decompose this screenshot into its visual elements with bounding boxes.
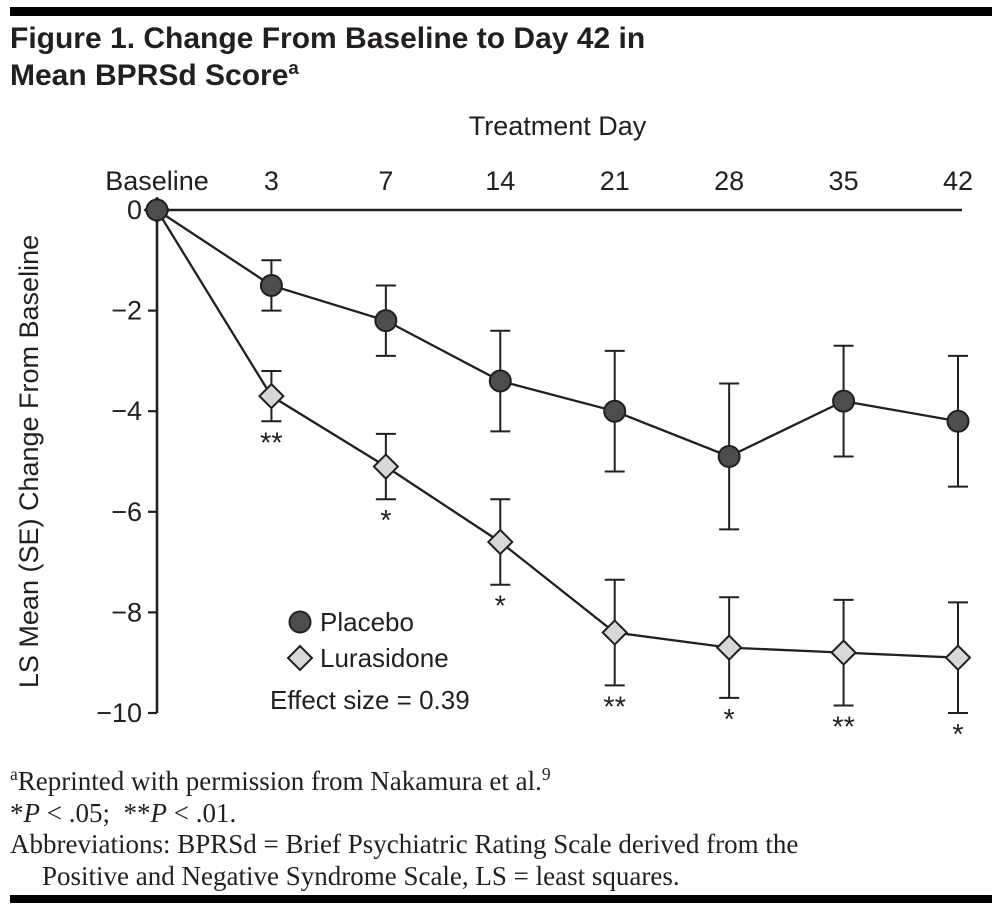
footnote-reprint-text: Reprinted with permission from Nakamura … (17, 766, 542, 796)
pvalue-p1: P (23, 797, 41, 828)
pvalue-mid: < .05; ** (40, 797, 151, 828)
footnotes: aReprinted with permission from Nakamura… (10, 764, 992, 892)
x-tick-label: 3 (264, 166, 279, 196)
x-axis-title: Treatment Day (469, 111, 647, 141)
pvalue-p2: P (150, 797, 167, 828)
x-tick-label: 35 (829, 166, 859, 196)
footnote-reprint-ref: 9 (541, 764, 551, 784)
effect-size-label: Effect size = 0.39 (270, 685, 470, 715)
series-line-lurasidone (156, 209, 959, 659)
y-tick-label: −10 (96, 698, 142, 728)
y-tick-label: −4 (111, 396, 142, 426)
significance-label: * (723, 704, 734, 736)
figure-title-line2: Mean BPRSd Score (10, 58, 289, 92)
placebo-marker (717, 444, 741, 468)
placebo-marker (832, 389, 856, 413)
footnote-reprint: aReprinted with permission from Nakamura… (10, 764, 992, 798)
placebo-marker (946, 409, 970, 433)
top-rule (10, 7, 992, 16)
y-tick-label: 0 (127, 195, 142, 225)
footnote-pvalues: *P < .05; **P < .01. (10, 798, 992, 830)
legend-label-placebo: Placebo (320, 607, 414, 637)
significance-label: * (952, 719, 963, 751)
significance-label: ** (832, 711, 855, 743)
legend: Placebo Lurasidone Effect size = 0.39 (270, 607, 470, 715)
series-line-placebo (156, 209, 959, 458)
y-tick-label: −8 (111, 597, 142, 627)
bottom-rule (10, 895, 992, 903)
lurasidone-marker (486, 528, 514, 556)
figure-title: Figure 1. Change From Baseline to Day 42… (10, 22, 645, 93)
lurasidone-marker (601, 619, 629, 646)
x-tick-label: Baseline (105, 166, 209, 196)
y-axis-title: LS Mean (SE) Change From Baseline (14, 235, 44, 688)
x-tick-label: 14 (485, 166, 515, 196)
placebo-marker (259, 273, 283, 297)
significance-label: * (380, 505, 391, 537)
footnote-abbreviations-1: Abbreviations: BPRSd = Brief Psychiatric… (10, 829, 799, 860)
y-tick-label: −6 (111, 497, 142, 527)
lurasidone-marker (258, 382, 285, 410)
lurasidone-marker (715, 634, 743, 662)
x-tick-label: 42 (943, 166, 973, 196)
x-tick-label: 7 (378, 166, 393, 196)
placebo-marker (603, 399, 627, 423)
footnote-reprint-sup: a (10, 764, 18, 784)
placebo-marker (374, 309, 398, 333)
legend-label-lurasidone: Lurasidone (320, 643, 449, 673)
y-tick-label: −2 (111, 296, 142, 326)
placebo-marker (145, 198, 169, 222)
legend-placebo-marker (288, 610, 312, 634)
x-tick-label: 28 (714, 166, 744, 196)
significance-label: ** (603, 691, 626, 723)
x-tick-label: 21 (600, 166, 630, 196)
significance-label: * (495, 591, 506, 623)
lurasidone-marker (830, 639, 857, 667)
series-placebo (145, 198, 970, 531)
lurasidone-marker (944, 644, 972, 672)
legend-lurasidone-marker (286, 644, 314, 672)
figure-title-superscript: a (288, 56, 299, 78)
pvalue-end: < .01. (166, 797, 237, 828)
figure-title-line1: Figure 1. Change From Baseline to Day 42… (10, 22, 646, 55)
significance-label: ** (260, 427, 283, 459)
lurasidone-marker (372, 453, 400, 480)
footnote-abbreviations-2: Positive and Negative Syndrome Scale, LS… (42, 860, 680, 891)
pvalue-star1: * (10, 797, 24, 828)
placebo-marker (488, 369, 512, 393)
